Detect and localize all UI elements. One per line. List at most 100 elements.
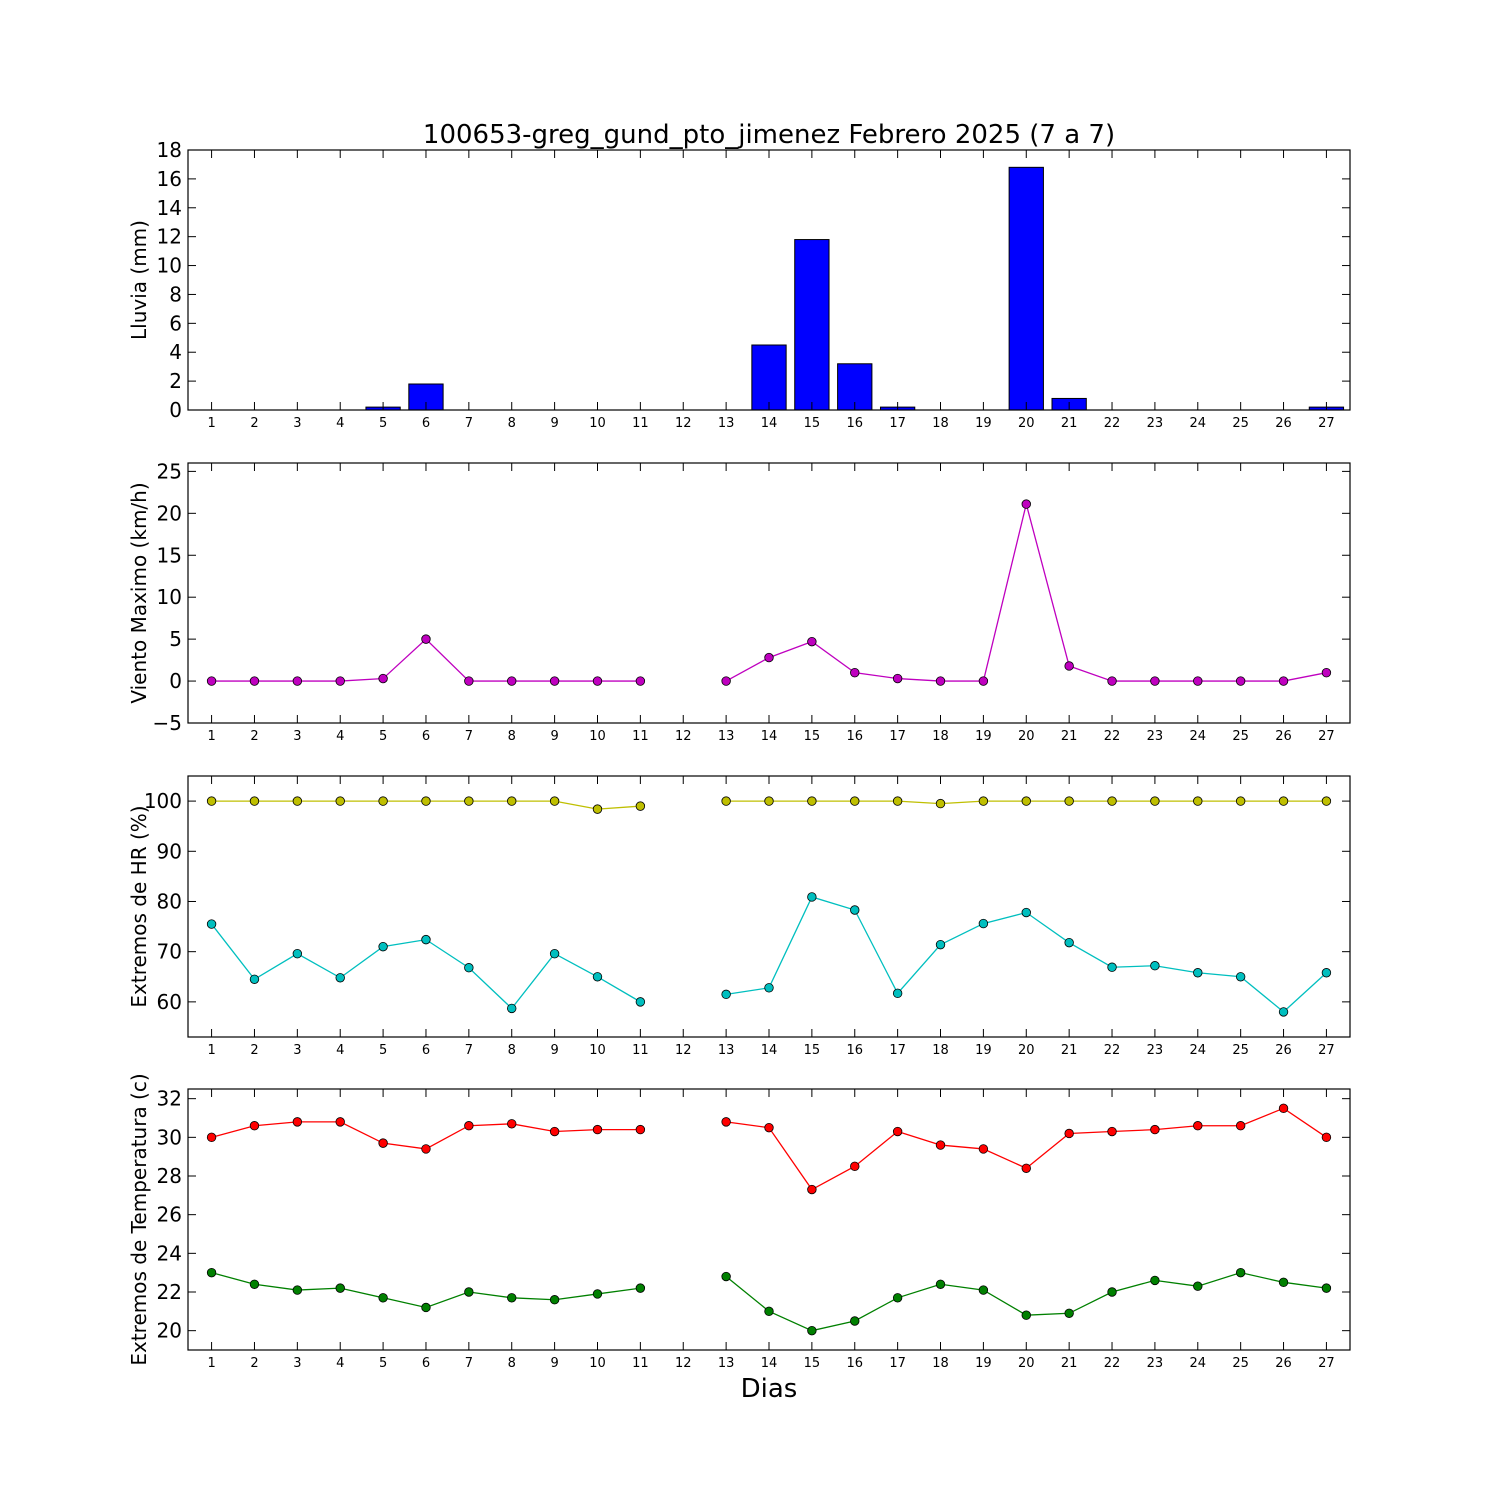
temperature-xtick-label: 19 [975,1356,992,1371]
temperature-xtick-label: 23 [1147,1356,1164,1371]
humidity-xtick-label: 7 [465,1043,473,1058]
wind-point [807,636,817,647]
humidity-point [464,796,474,806]
temperature-point [1150,1124,1160,1135]
humidity-xtick-label: 8 [508,1043,516,1058]
temperature-point [335,1117,345,1127]
temperature-point [764,1306,774,1317]
temperature-point [1064,1308,1074,1318]
wind-ytick-label: 5 [169,627,182,651]
humidity-xtick-label: 3 [293,1043,301,1058]
humidity-point [892,988,903,999]
temperature-point [850,1161,860,1172]
temperature-point [206,1267,217,1278]
wind-point [335,676,345,686]
temperature-xtick-label: 16 [846,1356,863,1371]
temperature-xtick-label: 21 [1061,1356,1078,1371]
wind-point [1107,676,1117,686]
wind-point [206,676,217,686]
wind-point [1278,676,1289,686]
temperature-xtick-label: 22 [1104,1356,1121,1371]
humidity-point [249,796,260,806]
figure-title: 100653-greg_gund_pto_jimenez Febrero 202… [423,120,1115,150]
temperature-xtick-label: 26 [1275,1356,1292,1371]
temperature-xtick-label: 18 [932,1356,949,1371]
rain-xtick-label: 17 [889,416,906,431]
humidity-point [206,919,217,929]
temperature-ytick-label: 30 [157,1125,182,1149]
wind-point [1235,676,1246,686]
wind-xtick-label: 10 [589,729,606,744]
temperature-point [850,1316,860,1326]
humidity-point [507,796,517,806]
humidity-point [249,974,260,984]
temperature-point [378,1138,388,1148]
wind-xtick-label: 18 [932,729,949,744]
temperature-point [335,1283,345,1293]
wind-point [507,676,517,686]
humidity-xtick-label: 23 [1147,1043,1164,1058]
wind-xtick-label: 11 [632,729,649,744]
wind-point [464,676,474,686]
temperature-point [1278,1277,1289,1288]
humidity-point [1150,961,1160,971]
wind-point [892,673,903,684]
humidity-point [1064,937,1074,948]
rain-xtick-label: 18 [932,416,949,431]
temperature-y-axis-label: Extremos de Temperatura (c) [127,1073,151,1365]
rain-xtick-label: 10 [589,416,606,431]
temperature-xtick-label: 9 [550,1356,558,1371]
rain-xtick-label: 9 [550,416,558,431]
humidity-point [421,796,431,806]
humidity-xtick-label: 25 [1232,1043,1249,1058]
humidity-xtick-label: 10 [589,1043,606,1058]
rain-xtick-label: 12 [675,416,692,431]
humidity-point [1107,796,1117,806]
humidity-point [1021,796,1031,806]
temperature-point [421,1144,431,1154]
humidity-point [1193,796,1203,806]
rain-xtick-label: 3 [293,416,301,431]
temperature-point [292,1285,303,1295]
humidity-point [935,798,946,809]
humidity-xtick-label: 2 [250,1043,258,1058]
wind-xtick-label: 25 [1232,729,1249,744]
humidity-xtick-label: 17 [889,1043,906,1058]
humidity-point [1021,907,1031,918]
humidity-point [721,796,731,806]
temperature-point [421,1302,431,1313]
humidity-xtick-label: 21 [1061,1043,1078,1058]
humidity-point [850,905,860,915]
humidity-point [206,796,217,806]
wind-point [249,676,260,686]
humidity-xtick-label: 26 [1275,1043,1292,1058]
temperature-point [507,1293,517,1303]
humidity-point [807,796,817,806]
rain-bar [751,344,787,411]
rain-ytick-label: 14 [157,196,182,220]
humidity-point [292,948,303,959]
humidity-point [592,804,603,814]
temperature-xtick-label: 8 [508,1356,516,1371]
temperature-point [1193,1121,1203,1131]
rain-ytick-label: 16 [157,167,182,191]
temperature-xtick-label: 2 [250,1356,258,1371]
temperature-point [1321,1283,1332,1293]
wind-ytick-label: 15 [157,543,182,567]
humidity-point [935,939,946,950]
rain-ytick-label: 6 [169,311,182,335]
humidity-point [1193,968,1203,978]
wind-xtick-label: 5 [379,729,387,744]
temperature-point [1021,1310,1031,1320]
wind-point [549,676,560,686]
temperature-point [1021,1163,1031,1173]
temperature-point [1235,1267,1246,1278]
humidity-point [549,948,560,959]
temperature-point [507,1119,517,1129]
rain-xtick-label: 25 [1232,416,1249,431]
rain-xtick-label: 16 [846,416,863,431]
temperature-xtick-label: 20 [1018,1356,1035,1371]
